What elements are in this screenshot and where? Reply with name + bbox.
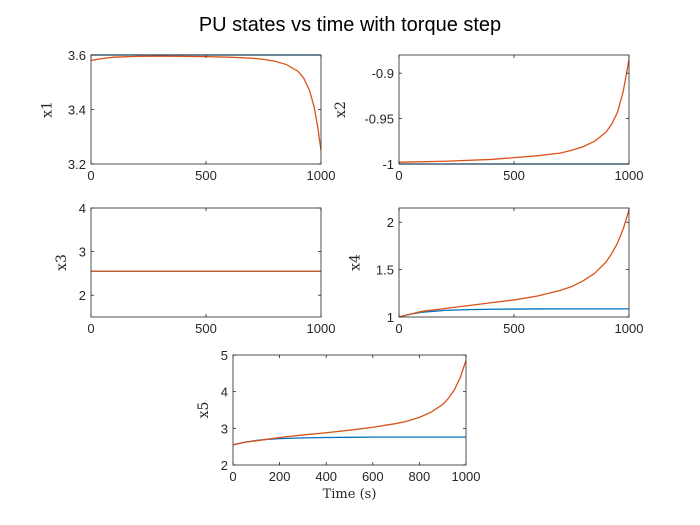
- x-tick-label: 1000: [615, 321, 644, 336]
- x-tick-label: 500: [503, 168, 525, 183]
- x-tick-label: 500: [195, 321, 217, 336]
- y-tick-label: -1: [382, 157, 394, 172]
- subplot-2: 0 500 1000 -1 -0.95 -0.9 x2: [333, 54, 644, 183]
- y-tick-label: 2: [79, 288, 86, 303]
- y-tick-label: 3.4: [68, 103, 86, 118]
- subplot-3: 0 500 1000 2 3 4 x3: [54, 201, 336, 336]
- x-tick-label: 1000: [452, 469, 481, 484]
- subplot-5: 0 200 400 600 800 1000 2 3 4 5 x5 Time (s): [196, 348, 481, 502]
- x-axis-label: Time (s): [323, 487, 377, 502]
- y-tick-label: 1.5: [376, 263, 394, 278]
- y-axis-label: x5: [196, 402, 212, 419]
- y-tick-label: 3: [221, 421, 228, 436]
- figure-title: PU states vs time with torque step: [199, 14, 501, 36]
- x-tick-label: 500: [195, 168, 217, 183]
- plot-area: [399, 208, 629, 317]
- y-tick-label: 2: [221, 458, 228, 473]
- subplot-1: 0 500 1000 3.2 3.4 3.6 x1: [39, 48, 335, 183]
- x-tick-label: 800: [409, 469, 431, 484]
- x-tick-label: 600: [362, 469, 384, 484]
- series-2-line: [91, 55, 321, 151]
- subplot-4: 0 500 1000 1 1.5 2 x4: [347, 207, 644, 336]
- x-tick-label: 0: [395, 321, 402, 336]
- y-axis-label: x3: [54, 254, 70, 271]
- x-tick-label: 1000: [307, 168, 336, 183]
- series-2-line: [399, 59, 629, 163]
- y-axis-label: x2: [333, 101, 349, 118]
- y-tick-label: 1: [387, 310, 394, 325]
- plot-area: [91, 55, 321, 164]
- y-tick-label: 3: [79, 245, 86, 260]
- series-2-line: [233, 360, 466, 446]
- y-axis-label: x1: [39, 101, 55, 118]
- x-tick-label: 400: [315, 469, 337, 484]
- y-tick-label: -0.9: [372, 66, 394, 81]
- y-tick-label: -0.95: [364, 112, 394, 127]
- x-tick-label: 1000: [307, 321, 336, 336]
- x-tick-label: 0: [229, 469, 236, 484]
- y-tick-label: 2: [387, 215, 394, 230]
- y-tick-label: 3.6: [68, 48, 86, 63]
- series-2-line: [399, 209, 629, 318]
- y-tick-label: 4: [79, 201, 86, 216]
- series-1-line: [399, 308, 629, 318]
- x-tick-label: 0: [87, 321, 94, 336]
- y-tick-label: 5: [221, 348, 228, 363]
- axes-box: [232, 354, 467, 466]
- x-tick-label: 0: [395, 168, 402, 183]
- plot-area: [91, 208, 321, 317]
- y-tick-label: 4: [221, 385, 228, 400]
- x-tick-label: 0: [87, 168, 94, 183]
- x-tick-label: 200: [269, 469, 291, 484]
- y-tick-label: 3.2: [68, 157, 86, 172]
- plot-area: [233, 355, 466, 465]
- y-axis-label: x4: [347, 254, 363, 271]
- x-tick-label: 1000: [615, 168, 644, 183]
- plot-area: [399, 55, 629, 164]
- x-tick-label: 500: [503, 321, 525, 336]
